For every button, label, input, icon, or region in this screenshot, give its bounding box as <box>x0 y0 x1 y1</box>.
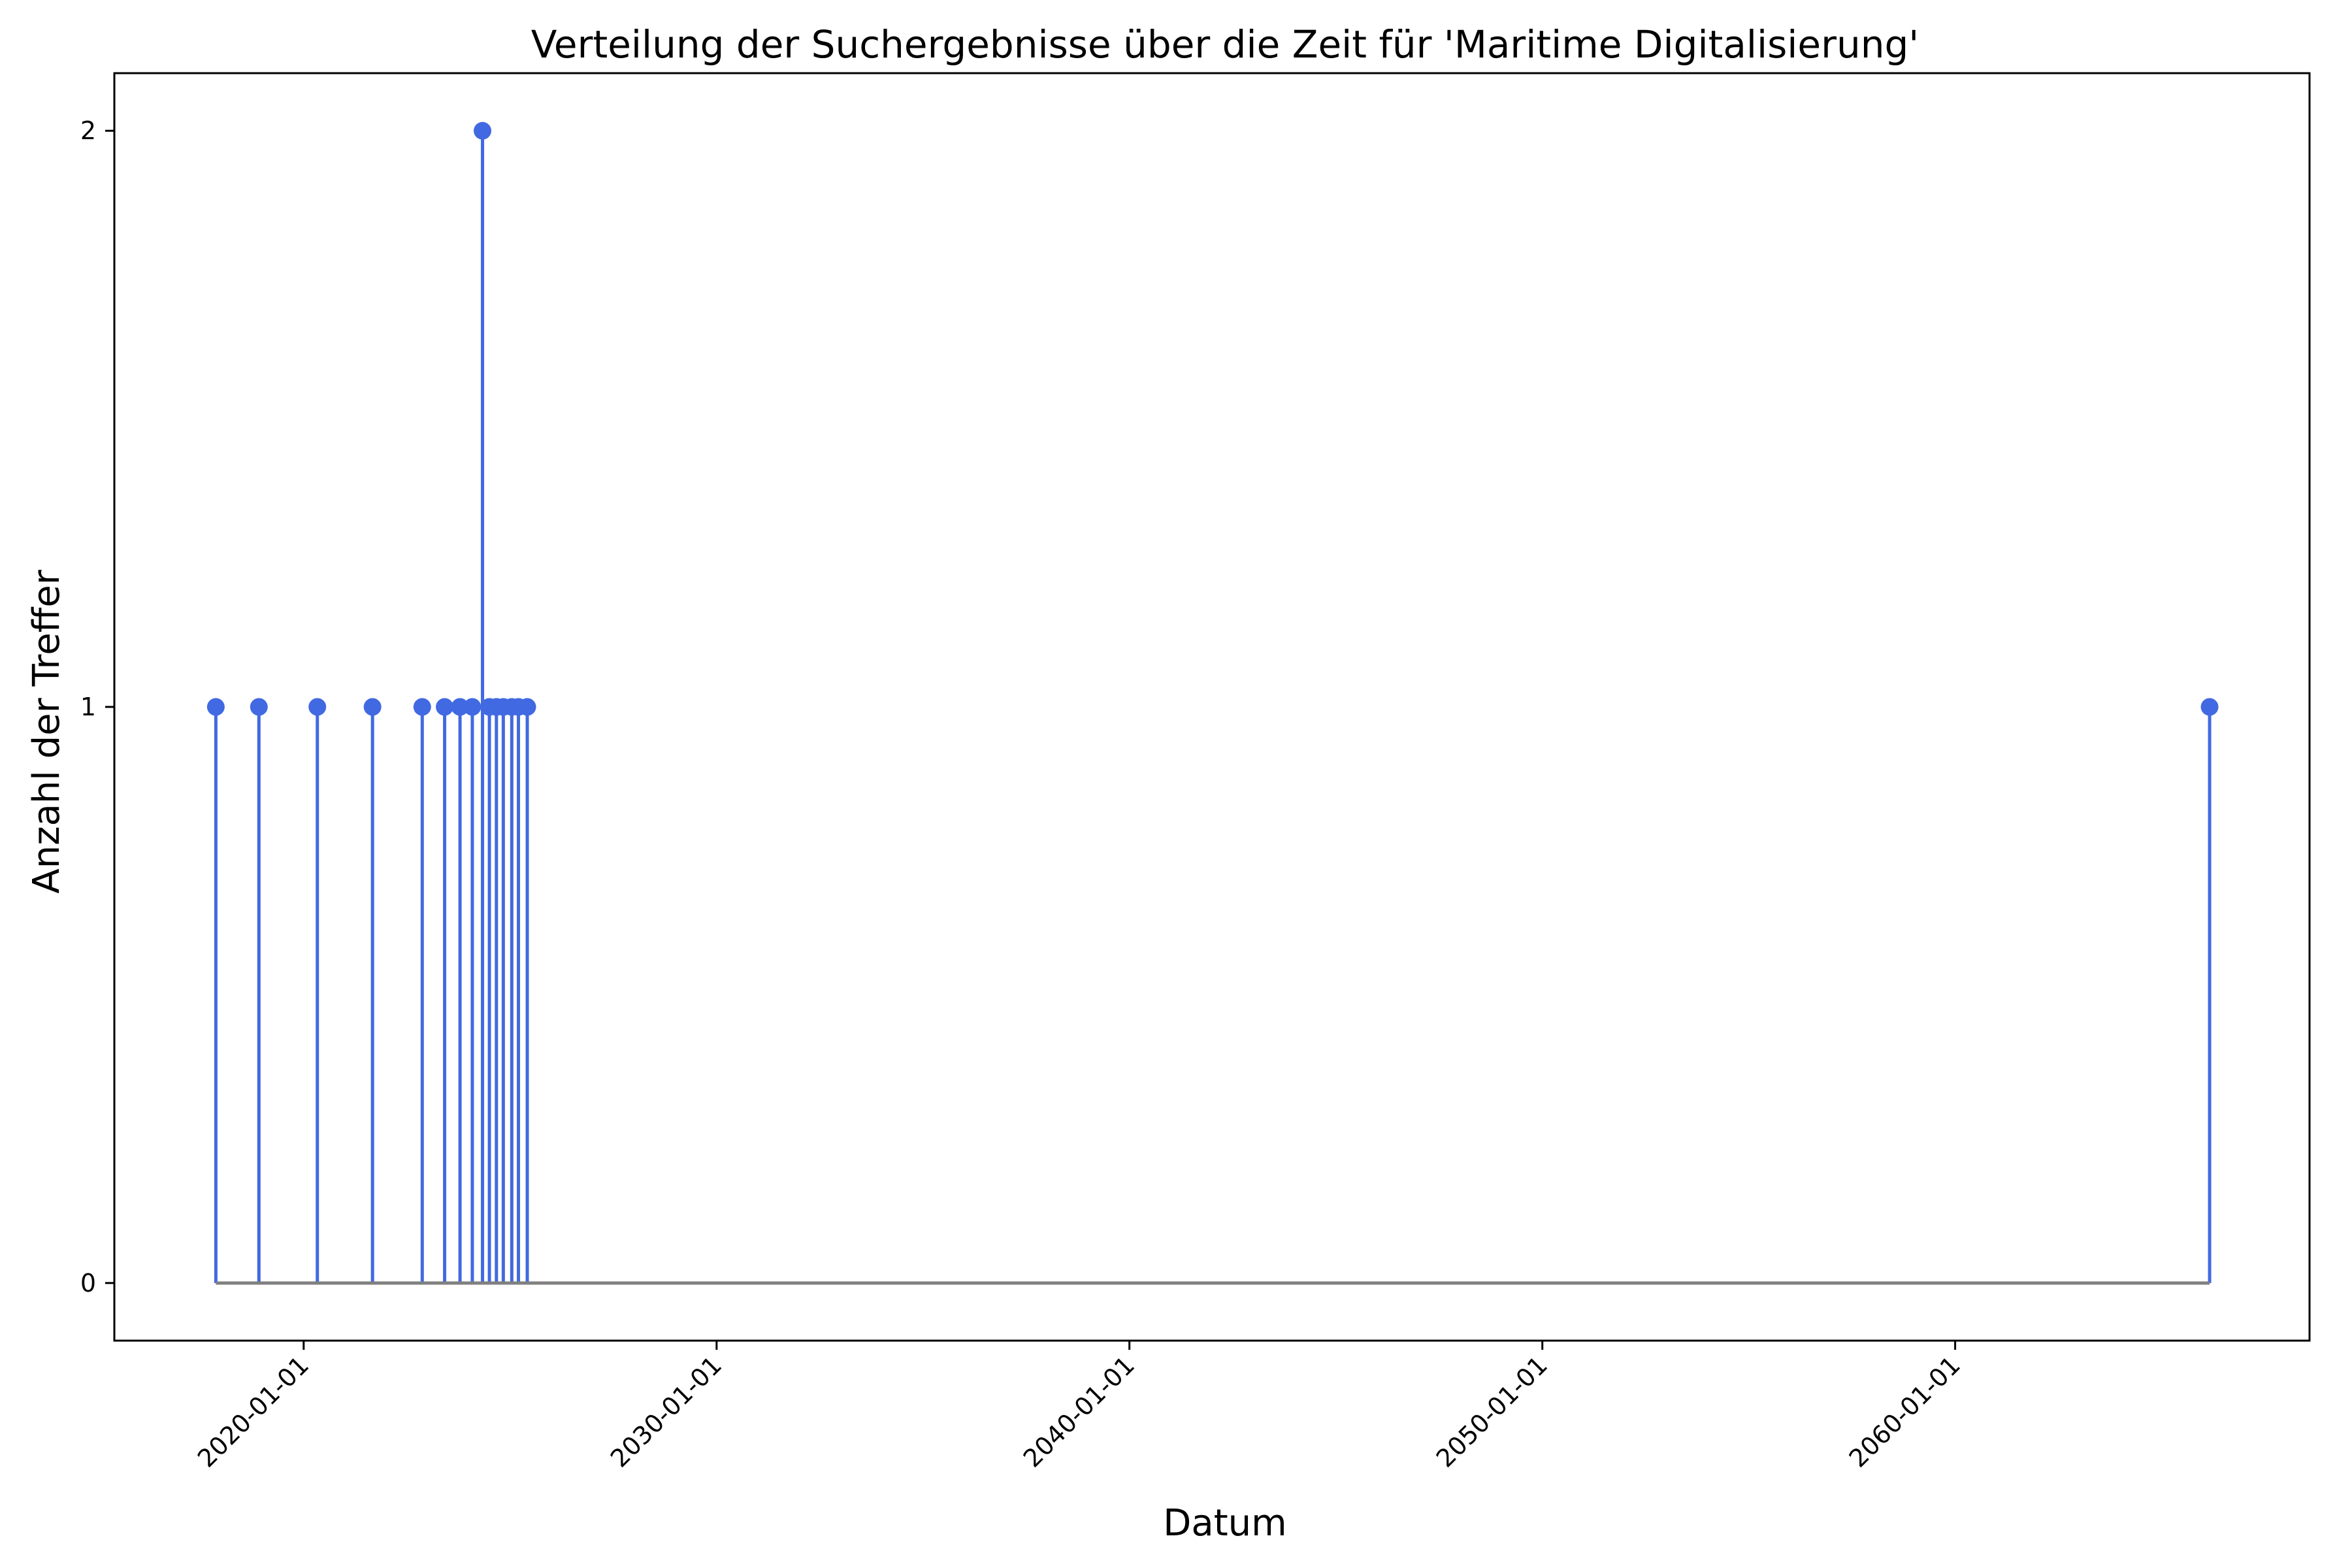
y-axis-label: Anzahl der Treffer <box>25 569 68 893</box>
stem-marker <box>451 698 469 716</box>
stem-marker <box>518 698 536 716</box>
stem-marker <box>2200 698 2219 716</box>
stem-marker <box>250 698 268 716</box>
y-tick-label: 1 <box>80 693 96 721</box>
stem-marker <box>436 698 454 716</box>
stem-marker <box>474 122 492 140</box>
stem-marker <box>413 698 431 716</box>
stem-marker <box>206 698 225 716</box>
x-axis-label: Datum <box>1163 1502 1286 1544</box>
plot-frame <box>113 72 2311 1342</box>
y-tick-label: 2 <box>80 116 96 145</box>
y-tick-label: 0 <box>80 1269 96 1298</box>
plot-area <box>206 122 2219 1285</box>
chart-title: Verteilung der Suchergebnisse über die Z… <box>531 22 1919 67</box>
stem-marker <box>463 698 482 716</box>
stem-marker <box>308 698 327 716</box>
stem-marker <box>363 698 382 716</box>
y-axis: 0 1 2 <box>80 116 114 1298</box>
